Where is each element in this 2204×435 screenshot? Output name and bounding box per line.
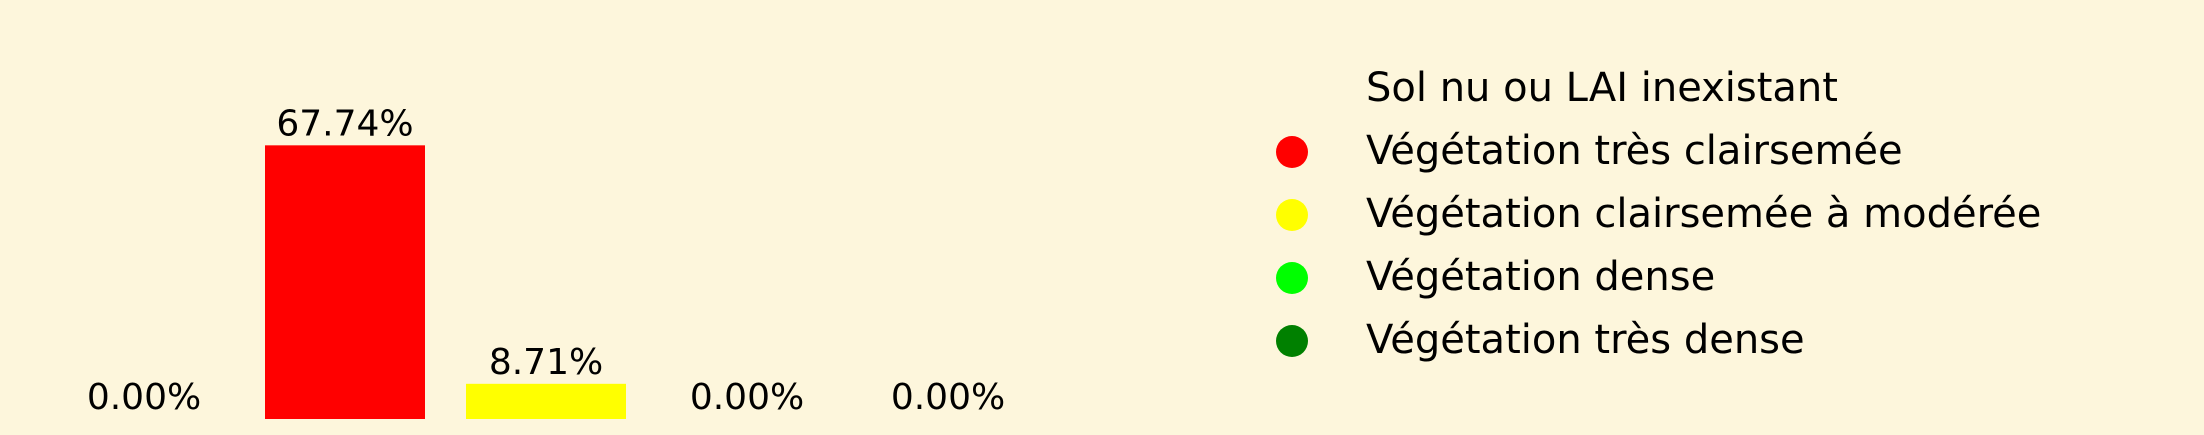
legend-label-very-dense: Végétation très dense [1366,317,1805,363]
bar-very-sparse [265,145,425,420]
legend-marker-sparse-moderate [1276,199,1308,231]
value-label-very-dense: 0.00% [891,377,1005,418]
value-label-very-sparse: 67.74% [276,103,413,144]
legend-label-very-sparse: Végétation très clairsemée [1366,128,1903,174]
legend-marker-very-sparse [1276,136,1308,168]
value-label-sparse-moderate: 8.71% [489,342,603,383]
legend-label-bare-soil: Sol nu ou LAI inexistant [1366,65,1838,111]
legend-item-very-dense: Végétation très dense [1262,310,2162,373]
legend-item-sparse-moderate: Végétation clairsemée à modérée [1262,184,2162,247]
legend-marker-bare-soil [1276,73,1308,105]
legend-label-sparse-moderate: Végétation clairsemée à modérée [1366,191,2042,237]
legend-marker-very-dense [1276,325,1308,357]
legend: Sol nu ou LAI inexistant Végétation très… [1262,58,2162,373]
legend-item-bare-soil: Sol nu ou LAI inexistant [1262,58,2162,121]
bar-chart: 0.00% 67.74% 8.71% 0.00% 0.00% [87,103,1005,420]
legend-label-dense: Végétation dense [1366,254,1716,300]
legend-item-dense: Végétation dense [1262,247,2162,310]
bar-sparse-moderate [466,383,626,419]
value-label-dense: 0.00% [690,377,804,418]
legend-marker-dense [1276,262,1308,294]
value-label-bare-soil: 0.00% [87,377,201,418]
legend-item-very-sparse: Végétation très clairsemée [1262,121,2162,184]
